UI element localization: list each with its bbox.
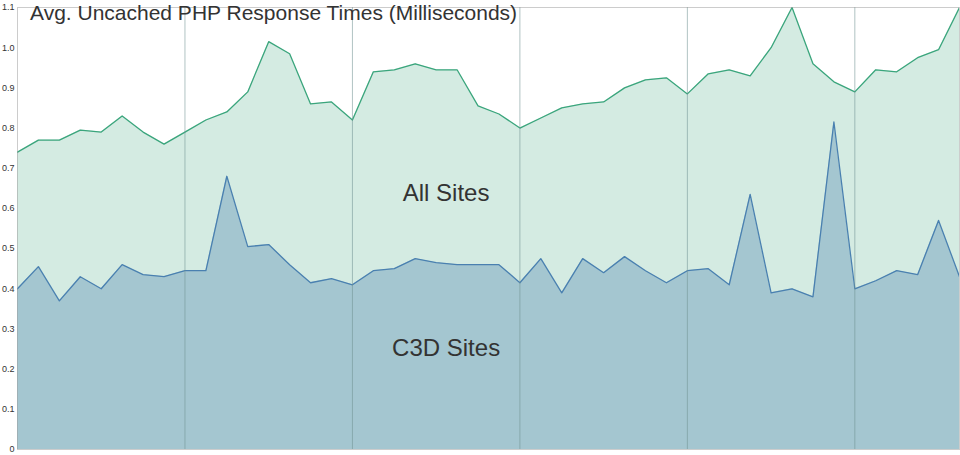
svg-text:0.5: 0.5 [2,243,15,253]
svg-text:0.4: 0.4 [2,284,15,294]
svg-text:1.0: 1.0 [2,43,15,53]
svg-text:0.3: 0.3 [2,324,15,334]
svg-text:0.8: 0.8 [2,123,15,133]
svg-text:0.2: 0.2 [2,364,15,374]
svg-text:0.6: 0.6 [2,203,15,213]
svg-text:1.1: 1.1 [2,2,15,12]
svg-text:C3D Sites: C3D Sites [392,334,500,361]
svg-text:0.9: 0.9 [2,83,15,93]
svg-text:0.1: 0.1 [2,404,15,414]
html-text:Avg. Uncached PHP Response Tim: Avg. Uncached PHP Response Times (Millis… [30,1,518,24]
svg-text:0.7: 0.7 [2,163,15,173]
svg-text:0: 0 [9,444,14,454]
svg-text:All Sites: All Sites [403,179,490,206]
